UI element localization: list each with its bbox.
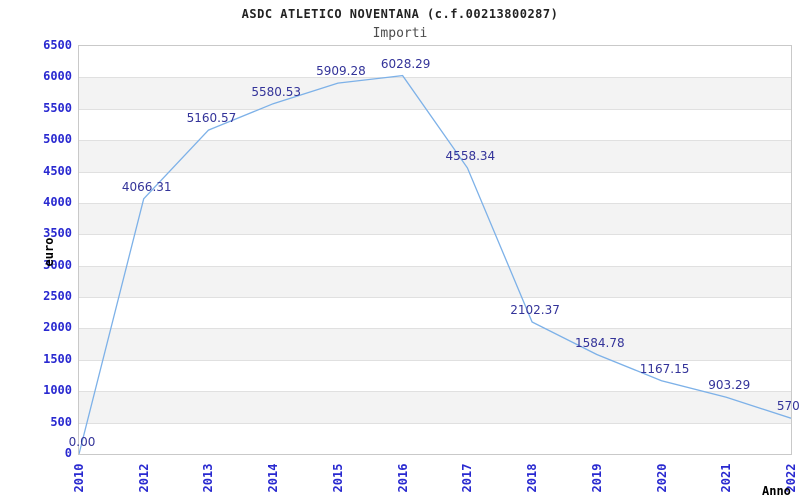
data-point-label-text: 5909.28: [316, 64, 366, 79]
y-tick-label: 2000: [43, 320, 72, 335]
x-axis-title: Anno: [762, 484, 791, 498]
gridline: [79, 77, 791, 79]
y-tick-label: 4500: [43, 163, 72, 178]
gridline: [79, 265, 791, 267]
data-point-label-text: 903.29: [708, 378, 751, 393]
series-line: [79, 74, 791, 454]
data-point-label-text: 5160.57: [186, 111, 237, 126]
gridline: [79, 140, 791, 142]
line-series: [79, 74, 791, 454]
x-tick-label-text: 2019: [589, 463, 604, 493]
x-tick-label-text: 2021: [719, 463, 734, 493]
plot-band: [79, 265, 791, 298]
plot-band: [79, 391, 791, 423]
gridline: [79, 297, 791, 299]
gridline: [79, 391, 791, 393]
x-tick-label-text: 2018: [525, 463, 540, 493]
y-axis-title-text: euro: [42, 237, 56, 267]
gridline: [79, 359, 791, 361]
y-tick-label: 1500: [43, 351, 72, 366]
y-tick-label: 5000: [43, 132, 72, 147]
gridline: [79, 202, 791, 204]
data-point-label-text: 0.00: [68, 435, 96, 449]
x-tick-label-text: 2010: [72, 463, 86, 493]
x-tick-label-text: 2020: [654, 463, 669, 493]
x-tick-label-text: 2016: [395, 463, 410, 493]
plot-band: [79, 140, 791, 172]
y-tick-label: 500: [50, 414, 72, 429]
plot-bands: [79, 46, 791, 454]
chart-title: ASDC ATLETICO NOVENTANA (c.f.00213800287…: [241, 7, 559, 21]
x-tick-label-text: 2012: [136, 463, 151, 493]
gridline: [79, 328, 791, 330]
plot-band: [79, 328, 791, 360]
gridline: [79, 171, 791, 173]
y-tick-label: 3000: [43, 257, 72, 272]
chart-subtitle: Importi: [372, 26, 428, 41]
data-point-label-text: 570.3: [776, 399, 800, 414]
x-tick-label-text: 2014: [266, 463, 281, 493]
data-point-label-text: 2102.37: [510, 303, 560, 318]
data-point-label-text: 6028.29: [380, 56, 431, 71]
data-point-label-text: 5580.53: [251, 84, 301, 99]
y-tick-label: 5500: [43, 100, 72, 115]
data-point-label-text: 4558.34: [445, 148, 496, 163]
plot-band: [79, 77, 791, 109]
data-point-label-text: 1584.78: [575, 335, 625, 350]
y-tick-label: 6500: [43, 38, 72, 52]
y-tick-label: 4000: [43, 194, 72, 209]
data-point-label-text: 1167.15: [639, 361, 690, 376]
plot-band: [79, 202, 791, 235]
gridline: [79, 422, 791, 424]
x-tick-label-text: 2015: [330, 463, 345, 493]
y-tick-label: 1000: [43, 383, 72, 398]
gridline: [79, 108, 791, 110]
data-point-label-text: 4066.31: [121, 179, 172, 194]
plot-area: [78, 45, 792, 455]
x-tick-label-text: 2017: [460, 463, 475, 493]
y-tick-label: 6000: [43, 69, 72, 84]
x-tick-label-text: 2013: [201, 463, 216, 493]
y-tick-label: 2500: [43, 289, 72, 304]
gridline: [79, 234, 791, 236]
y-tick-label: 0: [64, 446, 72, 460]
y-tick-label: 3500: [43, 226, 72, 241]
